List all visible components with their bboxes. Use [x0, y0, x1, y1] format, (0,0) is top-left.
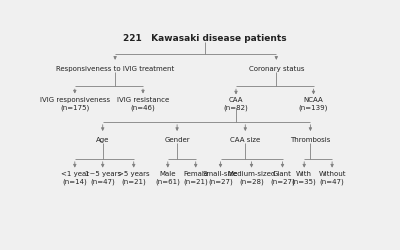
Text: Without
(n=47): Without (n=47) [318, 171, 346, 185]
Text: IVIG responsiveness
(n=175): IVIG responsiveness (n=175) [40, 97, 110, 111]
Text: Small-size
(n=27): Small-size (n=27) [203, 171, 238, 185]
Text: >5 years
(n=21): >5 years (n=21) [118, 171, 150, 185]
Text: CAA
(n=82): CAA (n=82) [224, 97, 248, 111]
Text: Responsiveness to IVIG treatment: Responsiveness to IVIG treatment [56, 66, 174, 71]
Text: NCAA
(n=139): NCAA (n=139) [299, 97, 328, 111]
Text: 221   Kawasaki disease patients: 221 Kawasaki disease patients [123, 34, 287, 43]
Text: Female
(n=21): Female (n=21) [183, 171, 208, 185]
Text: Age: Age [96, 137, 109, 143]
Text: IVIG resistance
(n=46): IVIG resistance (n=46) [117, 97, 169, 111]
Text: 1~5 years
(n=47): 1~5 years (n=47) [85, 171, 121, 185]
Text: Giant
(n=27): Giant (n=27) [270, 171, 295, 185]
Text: Thrombosis: Thrombosis [290, 137, 330, 143]
Text: With
(n=35): With (n=35) [292, 171, 316, 185]
Text: <1 year
(n=14): <1 year (n=14) [61, 171, 89, 185]
Text: Male
(n=61): Male (n=61) [155, 171, 180, 185]
Text: CAA size: CAA size [230, 137, 260, 143]
Text: Coronary status: Coronary status [248, 66, 304, 71]
Text: Medium-sized
(n=28): Medium-sized (n=28) [227, 171, 276, 185]
Text: Gender: Gender [164, 137, 190, 143]
